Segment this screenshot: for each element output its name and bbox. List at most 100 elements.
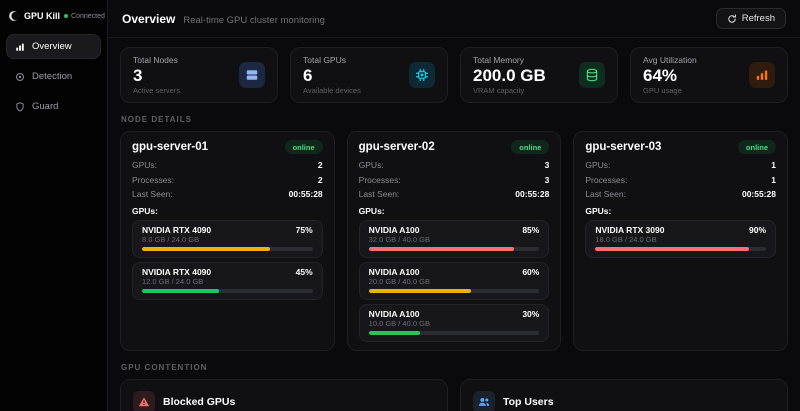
radar-icon <box>15 72 25 82</box>
status-badge: online <box>737 140 776 154</box>
node-card-gpu-server-03: gpu-server-03 online GPUs: 1 Processes: 1 … <box>573 131 788 352</box>
stat-value: 64% <box>643 65 678 85</box>
gpu-model: NVIDIA RTX 4090 <box>142 224 212 235</box>
status-badge: online <box>284 140 323 154</box>
chip-icon <box>409 62 435 88</box>
gpu-list-label: GPUs: <box>132 205 158 216</box>
nav-label-detection: Detection <box>32 71 73 82</box>
gpu-usage-bar <box>595 247 766 252</box>
gpu-row: NVIDIA A100 30% 10.0 GB / 40.0 GB <box>358 304 550 343</box>
processes-label: Processes: <box>132 174 175 185</box>
gpu-usage-fill <box>368 247 514 252</box>
brand: GPU Kill Connected <box>6 8 105 34</box>
last-seen-label: Last Seen: <box>585 189 626 200</box>
processes-label: Processes: <box>358 174 401 185</box>
content: Total Nodes 3 Active servers Total GPUs … <box>108 38 800 411</box>
stat-sub: Available devices <box>303 86 361 96</box>
gpu-util: 90% <box>748 224 766 235</box>
gpu-model: NVIDIA A100 <box>368 267 420 278</box>
main-area: Overview Real-time GPU cluster monitorin… <box>108 0 800 411</box>
stat-value: 6 <box>303 65 313 85</box>
gpu-model: NVIDIA RTX 3090 <box>595 224 665 235</box>
section-label-gpu-contention: GPU Contention <box>121 363 208 373</box>
gpus-count: 3 <box>544 160 550 170</box>
stat-label: Total Nodes <box>133 54 178 65</box>
stat-card-avg-utilization: Avg Utilization 64% GPU usage <box>630 47 788 103</box>
utilization-bars-icon <box>749 62 775 88</box>
gpus-count: 1 <box>771 160 776 170</box>
node-name: gpu-server-01 <box>132 141 209 153</box>
bar-chart-icon <box>15 42 25 52</box>
connection-status: Connected <box>64 13 105 20</box>
gpus-label: GPUs: <box>358 160 384 170</box>
section-label-node-details: Node Details <box>121 115 192 124</box>
page-subtitle: Real-time GPU cluster monitoring <box>183 14 325 26</box>
last-seen-value: 00:55:28 <box>288 189 323 200</box>
gpu-memory: 18.0 GB / 24.0 GB <box>595 235 657 245</box>
gpu-util: 60% <box>522 267 540 278</box>
gpu-util: 85% <box>522 224 540 235</box>
last-seen-value: 00:55:28 <box>741 189 776 200</box>
status-badge: online <box>511 140 550 154</box>
node-name: gpu-server-02 <box>358 141 435 153</box>
gpu-usage-bar <box>142 247 313 252</box>
top-users-title: Top Users <box>503 396 554 409</box>
processes-count: 3 <box>544 174 550 185</box>
gpu-model: NVIDIA A100 <box>368 309 420 320</box>
sidebar-item-detection[interactable]: Detection <box>6 64 101 89</box>
gpu-list-label: GPUs: <box>358 205 385 216</box>
gpu-row: NVIDIA A100 60% 20.0 GB / 40.0 GB <box>358 262 550 301</box>
stat-label: Total Memory <box>473 54 525 65</box>
gpu-usage-fill <box>368 289 472 294</box>
gpu-memory: 8.0 GB / 24.0 GB <box>142 235 200 245</box>
blocked-gpus-title: Blocked GPUs <box>163 396 236 409</box>
gpu-model: NVIDIA A100 <box>368 224 420 235</box>
gpu-usage-bar <box>368 289 540 294</box>
gpu-memory: 10.0 GB / 40.0 GB <box>368 319 430 329</box>
stat-card-total-gpus: Total GPUs 6 Available devices <box>290 47 448 103</box>
refresh-label: Refresh <box>741 13 775 24</box>
brand-name: GPU Kill <box>24 11 61 21</box>
gpu-memory: 32.0 GB / 40.0 GB <box>368 235 430 245</box>
stats-row: Total Nodes 3 Active servers Total GPUs … <box>120 47 788 103</box>
users-icon <box>473 391 495 411</box>
gpu-util: 75% <box>295 224 313 235</box>
stat-sub: GPU usage <box>643 86 682 96</box>
page-header: Overview Real-time GPU cluster monitorin… <box>108 0 800 38</box>
gpu-kill-logo-icon <box>8 10 20 22</box>
sidebar-item-guard[interactable]: Guard <box>6 94 101 119</box>
nav-label-overview: Overview <box>32 41 72 52</box>
stat-sub: VRAM capacity <box>473 86 525 96</box>
stat-value: 3 <box>133 65 143 85</box>
node-card-gpu-server-01: gpu-server-01 online GPUs: 2 Processes: 2 … <box>120 131 335 352</box>
gpus-label: GPUs: <box>585 160 611 170</box>
server-icon <box>239 62 265 88</box>
gpus-label: GPUs: <box>132 160 158 170</box>
sidebar-nav: Overview Detection Guard <box>6 34 101 119</box>
last-seen-value: 00:55:28 <box>515 189 550 200</box>
sidebar: GPU Kill Connected Overview Detection <box>0 0 108 411</box>
gpu-memory: 20.0 GB / 40.0 GB <box>368 277 430 287</box>
refresh-button[interactable]: Refresh <box>715 8 786 29</box>
stat-value: 200.0 GB <box>473 65 546 85</box>
gpu-usage-fill <box>368 331 420 336</box>
sidebar-item-overview[interactable]: Overview <box>6 34 101 59</box>
database-icon <box>579 62 605 88</box>
gpu-usage-bar <box>368 247 540 252</box>
node-name: gpu-server-03 <box>585 141 662 153</box>
gpu-usage-fill <box>595 247 749 252</box>
node-card-gpu-server-02: gpu-server-02 online GPUs: 3 Processes: 3 … <box>346 131 562 352</box>
page-title: Overview <box>122 11 176 26</box>
stat-label: Total GPUs <box>303 54 346 65</box>
connected-dot-icon <box>64 14 69 18</box>
gpu-usage-fill <box>142 289 219 294</box>
last-seen-label: Last Seen: <box>132 189 173 200</box>
gpu-usage-fill <box>142 247 270 252</box>
gpu-row: NVIDIA RTX 4090 75% 8.0 GB / 24.0 GB <box>132 219 323 259</box>
gpu-list-label: GPUs: <box>585 205 612 216</box>
nav-label-guard: Guard <box>32 101 59 112</box>
refresh-icon <box>727 14 737 24</box>
stat-label: Avg Utilization <box>643 54 697 65</box>
connected-label: Connected <box>71 12 105 20</box>
